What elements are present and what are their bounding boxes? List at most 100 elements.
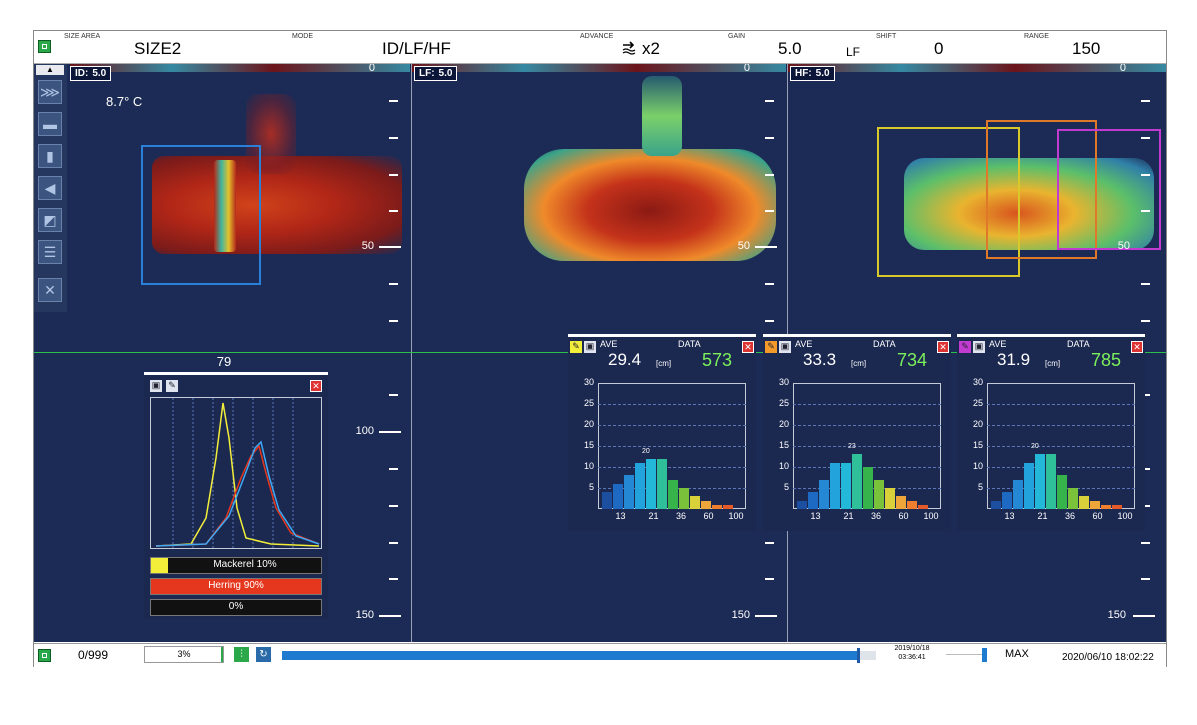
chart-icon[interactable]: ◩ xyxy=(38,208,62,232)
depth-minor-tick xyxy=(765,542,774,544)
shift-value[interactable]: 0 xyxy=(934,39,944,58)
channel-gain: 5.0 xyxy=(92,68,107,79)
histogram-bar xyxy=(1035,454,1045,509)
fish-school-echo xyxy=(214,160,236,252)
adjust-icon[interactable]: ⫶ xyxy=(234,647,249,662)
depth-tick xyxy=(1133,615,1155,617)
size-area-box[interactable] xyxy=(141,145,261,285)
size-area-box[interactable] xyxy=(877,127,1020,277)
record-date: 2019/10/18 xyxy=(894,645,930,652)
data-count: 734 xyxy=(897,350,928,370)
close-icon[interactable]: ✕ xyxy=(937,341,949,353)
gridline xyxy=(987,446,1135,447)
gridline xyxy=(598,425,746,426)
depth-tick xyxy=(379,431,401,433)
mode-label: MODE xyxy=(292,33,313,40)
size-histogram: 30 25 20 15 10 5 20 13 21 36 60 100 xyxy=(570,377,754,531)
wrench-icon[interactable]: ✎ xyxy=(765,341,777,353)
close-icon[interactable]: ✕ xyxy=(310,380,322,392)
size-histogram-popup[interactable]: ✎ ▣ AVE DATA ✕ 31.9 [cm] 785 30 25 20 15 10 5… xyxy=(957,334,1145,531)
histogram-bar xyxy=(657,458,667,509)
y-tick-label: 5 xyxy=(783,482,789,492)
range-value[interactable]: 150 xyxy=(1072,39,1101,58)
depth-minor-tick xyxy=(765,100,774,102)
x-tick-label: 100 xyxy=(728,511,744,521)
depth-tick xyxy=(379,246,401,248)
depth-minor-tick xyxy=(1141,542,1150,544)
histogram-bar xyxy=(679,488,689,509)
echogram-area[interactable]: ▲ ⋙ ▬ ▮ ◀ ◩ ☰ ✕ ID: 5.0 LF: 5.0 HF: 5.0 8.7… xyxy=(34,64,1166,642)
histogram-bar xyxy=(1002,492,1012,509)
species-row: 0% xyxy=(150,599,322,616)
refresh-icon[interactable]: ↻ xyxy=(256,647,271,662)
depth-minor-tick xyxy=(389,210,398,212)
mode-value[interactable]: ID/LF/HF xyxy=(382,39,451,58)
camera-icon[interactable]: ▣ xyxy=(584,341,596,353)
speed-track[interactable] xyxy=(946,654,986,655)
surface-band xyxy=(412,64,786,72)
x-tick-label: 60 xyxy=(898,511,909,521)
playback-handle[interactable] xyxy=(857,648,861,663)
wrench-icon[interactable]: ✎ xyxy=(959,341,971,353)
fish-school-echo xyxy=(246,94,296,174)
advance-label: ADVANCE xyxy=(580,33,614,40)
camera-icon[interactable]: ▣ xyxy=(150,380,162,392)
close-icon[interactable]: ✕ xyxy=(1131,341,1143,353)
size-area-box[interactable] xyxy=(986,120,1097,259)
channel-gain: 5.0 xyxy=(438,68,453,79)
speed-handle[interactable] xyxy=(982,648,987,662)
bottom-status-bar: 0/999 3% ⫶ ↻ 2019/10/18 03:36:41 MAX 202… xyxy=(34,643,1166,667)
gridline xyxy=(987,467,1135,468)
y-tick-label: 10 xyxy=(583,461,594,471)
camera-icon[interactable]: ▣ xyxy=(973,341,985,353)
species-distribution-graph xyxy=(150,397,322,549)
depth-label: 0 xyxy=(743,64,750,74)
depth-minor-tick xyxy=(389,505,398,507)
menu-icon[interactable] xyxy=(38,649,51,662)
top-status-bar: SIZE AREA SIZE2 MODE ID/LF/HF ADVANCE x2… xyxy=(34,31,1166,64)
histogram-icon[interactable]: ▮ xyxy=(38,144,62,168)
gridline xyxy=(793,404,941,405)
histogram-bar xyxy=(874,479,884,509)
close-icon[interactable]: ✕ xyxy=(742,341,754,353)
tools-icon[interactable]: ✕ xyxy=(38,278,62,302)
wrench-icon[interactable]: ✎ xyxy=(570,341,582,353)
list-icon[interactable]: ☰ xyxy=(38,240,62,264)
cursor-depth: 79 xyxy=(216,354,232,369)
histogram-bar xyxy=(690,496,700,509)
y-tick-label: 30 xyxy=(972,377,983,387)
species-popup[interactable]: ▣ ✎ ✕ Mackerel 10% Herring 90% xyxy=(144,372,328,619)
y-tick-label: 10 xyxy=(778,461,789,471)
wrench-icon[interactable]: ✎ xyxy=(166,380,178,392)
size-unit: [cm] xyxy=(1045,359,1061,368)
x-tick-label: 60 xyxy=(703,511,714,521)
collapse-arrow-icon[interactable]: ▲ xyxy=(36,65,64,75)
size-area-box[interactable] xyxy=(1057,129,1161,250)
fish-icon[interactable]: ⋙ xyxy=(38,80,62,104)
size-histogram-popup[interactable]: ✎ ▣ AVE DATA ✕ 29.4 [cm] 573 30 25 20 15 10 5… xyxy=(568,334,756,531)
peak-label: 20 xyxy=(642,447,650,455)
x-tick-label: 21 xyxy=(1037,511,1048,521)
depth-minor-tick xyxy=(389,542,398,544)
gain-channel: LF xyxy=(846,45,861,59)
y-tick-label: 20 xyxy=(583,419,594,429)
x-tick-label: 13 xyxy=(615,511,626,521)
gain-value[interactable]: 5.0 xyxy=(778,39,802,58)
data-label: DATA xyxy=(873,339,896,349)
size-histogram-popup[interactable]: ✎ ▣ AVE DATA ✕ 33.3 [cm] 734 30 25 20 15 10 5… xyxy=(763,334,951,531)
echogram-icon[interactable]: ▬ xyxy=(38,112,62,136)
playback-track[interactable] xyxy=(282,648,876,663)
average-size: 31.9 xyxy=(997,350,1031,369)
playback-percent[interactable]: 3% xyxy=(144,646,224,663)
camera-icon[interactable]: ▣ xyxy=(779,341,791,353)
histogram-bar xyxy=(1068,488,1078,509)
y-tick-label: 15 xyxy=(972,440,983,450)
menu-icon[interactable] xyxy=(38,40,51,53)
speaker-icon[interactable]: ◀ xyxy=(38,176,62,200)
depth-tick xyxy=(379,615,401,617)
size-area-value[interactable]: SIZE2 xyxy=(134,39,182,58)
depth-label: 150 xyxy=(731,609,750,621)
histogram-bar xyxy=(1090,500,1100,509)
water-temperature: 8.7° C xyxy=(106,94,143,109)
advance-value[interactable]: x2 xyxy=(642,39,660,58)
